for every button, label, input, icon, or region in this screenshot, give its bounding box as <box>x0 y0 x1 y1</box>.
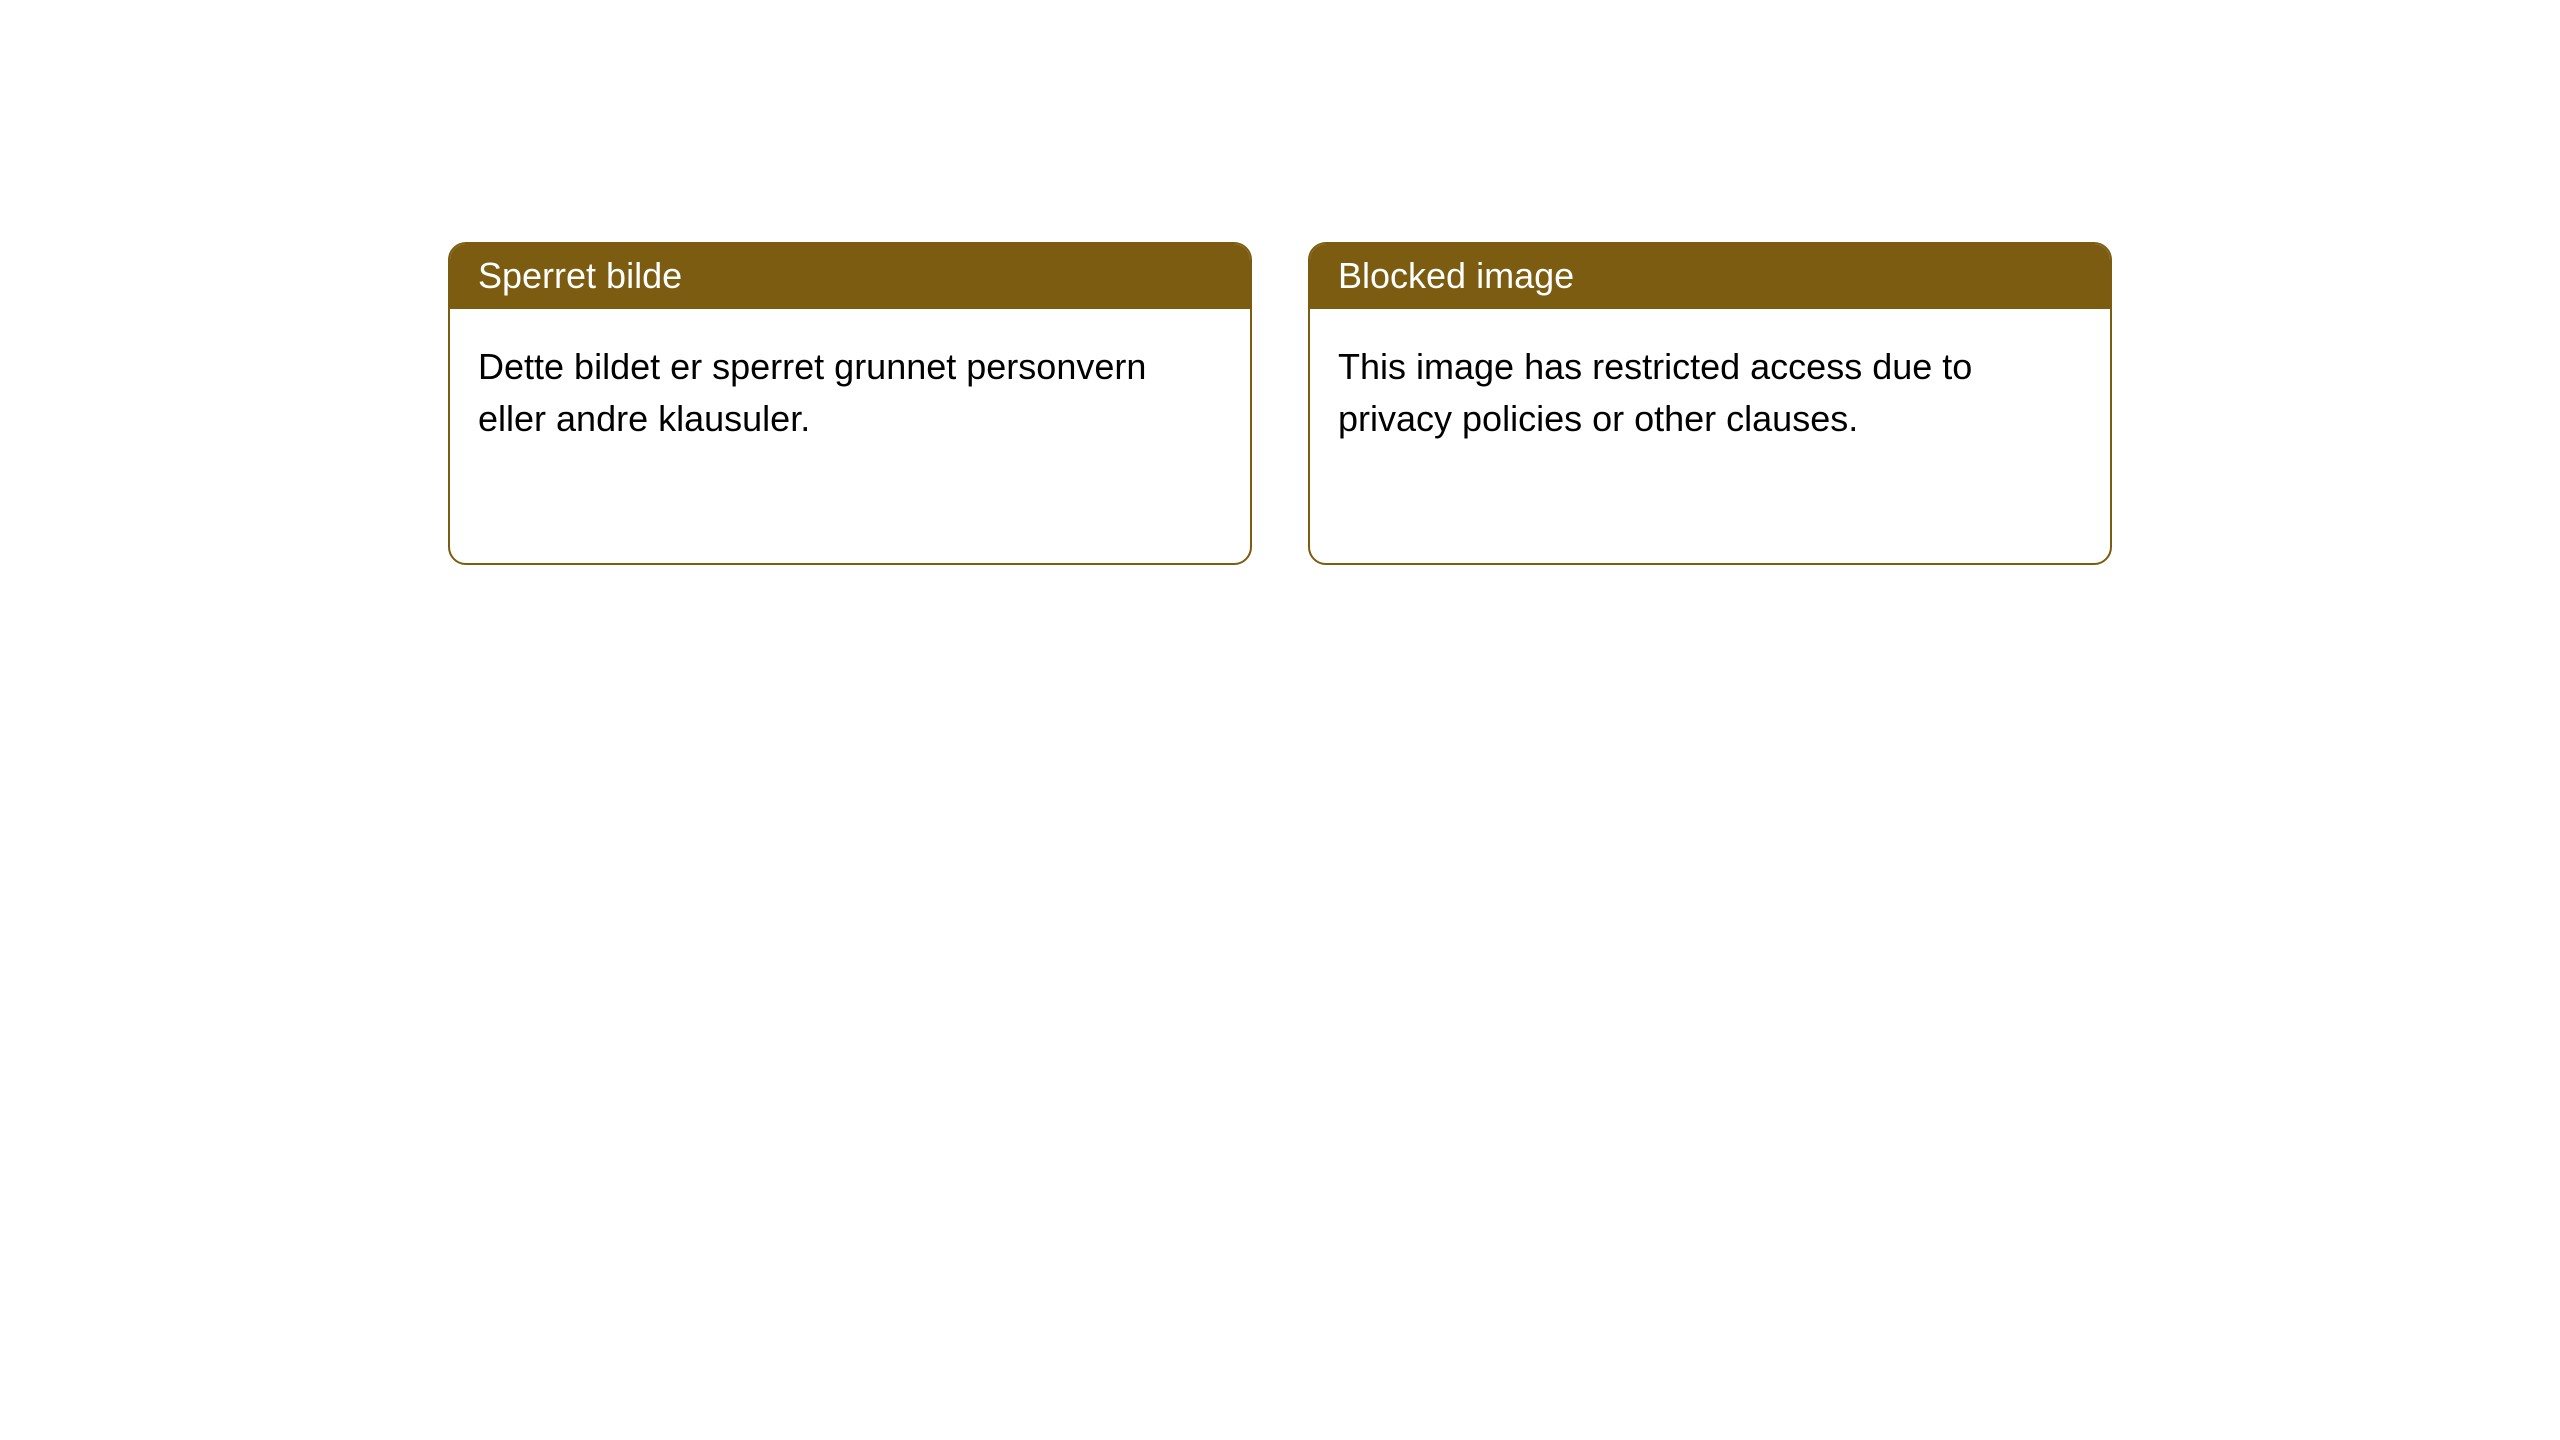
notice-card-norwegian: Sperret bilde Dette bildet er sperret gr… <box>448 242 1252 565</box>
notice-card-english: Blocked image This image has restricted … <box>1308 242 2112 565</box>
notice-container: Sperret bilde Dette bildet er sperret gr… <box>0 0 2560 565</box>
notice-body: This image has restricted access due to … <box>1310 309 2110 563</box>
notice-body: Dette bildet er sperret grunnet personve… <box>450 309 1250 563</box>
notice-title: Sperret bilde <box>450 244 1250 309</box>
notice-title: Blocked image <box>1310 244 2110 309</box>
